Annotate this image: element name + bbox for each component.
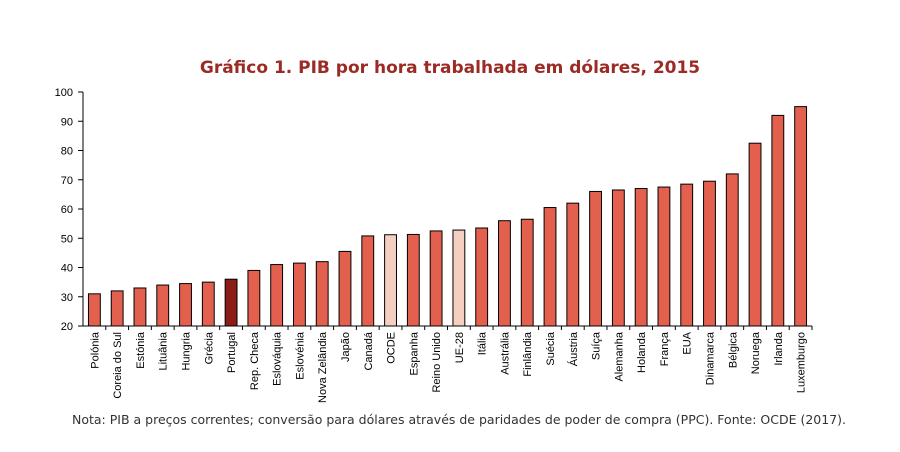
chart-title: Gráfico 1. PIB por hora trabalhada em dó… <box>199 58 701 78</box>
bar-portugal <box>224 278 238 327</box>
bar-alemanha <box>611 189 625 327</box>
bar-irlanda <box>771 114 785 327</box>
x-tick-label: Lituânia <box>158 331 170 370</box>
bar-ocde <box>384 234 397 327</box>
bar-coreia-do-sul <box>110 290 124 327</box>
bar-hungria <box>179 283 192 327</box>
bar--ustria <box>566 202 580 327</box>
y-tick-label: 70 <box>61 175 73 187</box>
bar-b-lgica <box>725 173 739 327</box>
y-tick-label: 30 <box>61 292 73 304</box>
x-tick-label: Suécia <box>545 331 557 366</box>
x-tick-label: Espanha <box>408 331 420 375</box>
y-tick-label: 20 <box>61 321 73 333</box>
bar-holanda <box>634 188 648 327</box>
bar-eslov-nia <box>293 262 306 327</box>
x-tick-label: Irlanda <box>773 331 785 366</box>
y-tick-label: 50 <box>61 233 73 245</box>
bar-luxemburgo <box>794 106 808 327</box>
x-tick-label: Suíça <box>591 331 603 360</box>
x-tick-label: Luxemburgo <box>796 332 808 393</box>
x-tick-label: Japão <box>340 332 352 362</box>
x-tick-label: Hungria <box>181 331 193 370</box>
bar-jap-o <box>338 250 352 327</box>
x-tick-label: Coreia do Sul <box>112 332 124 399</box>
y-tick-label: 80 <box>61 146 73 158</box>
x-tick-label: Alemanha <box>613 331 625 381</box>
x-tick-label: Canadá <box>363 331 375 370</box>
bar-litu-nia <box>156 284 170 327</box>
bar-rep-checa <box>247 269 261 327</box>
y-tick-label: 90 <box>61 116 73 128</box>
x-tick-label: Reino Unido <box>431 332 443 393</box>
y-axis: 20 30 40 50 60 70 80 90 100 <box>55 87 84 333</box>
bar-ue-28 <box>452 229 466 327</box>
x-tick-label: Grécia <box>203 331 215 364</box>
bar-reino-unido <box>429 230 443 327</box>
bar-gr-cia <box>201 281 215 327</box>
bar-it-lia <box>475 227 489 327</box>
x-axis: Polónia Coreia do Sul Estónia Lituânia Hungr… <box>83 325 813 403</box>
x-tick-label: Noruega <box>750 331 762 374</box>
x-tick-label: Dinamarca <box>704 331 716 385</box>
y-tick-label: 40 <box>61 263 73 275</box>
y-tick-label: 100 <box>55 87 73 99</box>
x-tick-label: OCDE <box>386 332 398 364</box>
bar-fran-a <box>657 186 671 327</box>
x-tick-label: Austrália <box>499 331 511 375</box>
x-tick-label: Bélgica <box>727 331 739 368</box>
bar-nova-zel-ndia <box>315 261 329 327</box>
x-tick-label: Holanda <box>636 331 648 373</box>
bar-noruega <box>748 142 762 327</box>
x-tick-label: Portugal <box>226 332 238 373</box>
bar-espanha <box>406 233 420 327</box>
bar-su-cia <box>543 207 557 327</box>
chart-note: Nota: PIB a preços correntes; conversão … <box>72 412 846 427</box>
x-tick-label: Nova Zelândia <box>317 331 329 403</box>
x-tick-label: Finlândia <box>522 331 534 377</box>
x-tick-label: Áustria <box>567 331 580 366</box>
x-tick-label: Eslovénia <box>294 331 306 380</box>
x-tick-label: Polónia <box>89 331 101 369</box>
bar-canad- <box>361 235 375 327</box>
bar-austr-lia <box>498 220 511 327</box>
bar-eua <box>680 183 694 327</box>
y-tick-label: 60 <box>61 204 73 216</box>
x-tick-label: Estónia <box>135 331 147 369</box>
bars <box>87 106 808 327</box>
x-tick-label: EUA <box>682 331 694 354</box>
x-tick-label: Itália <box>477 331 489 355</box>
bar-finl-ndia <box>520 218 534 327</box>
bar-est-nia <box>133 287 147 327</box>
x-tick-label: Eslováquia <box>272 331 284 386</box>
x-tick-label: Rep. Checa <box>249 331 261 390</box>
bar-su-a <box>589 190 603 327</box>
x-tick-label: França <box>659 331 671 366</box>
bar-dinamarca <box>703 180 716 327</box>
x-tick-label: UE-28 <box>454 332 466 363</box>
bar-pol-nia <box>87 293 101 327</box>
bar-eslov-quia <box>270 264 284 327</box>
